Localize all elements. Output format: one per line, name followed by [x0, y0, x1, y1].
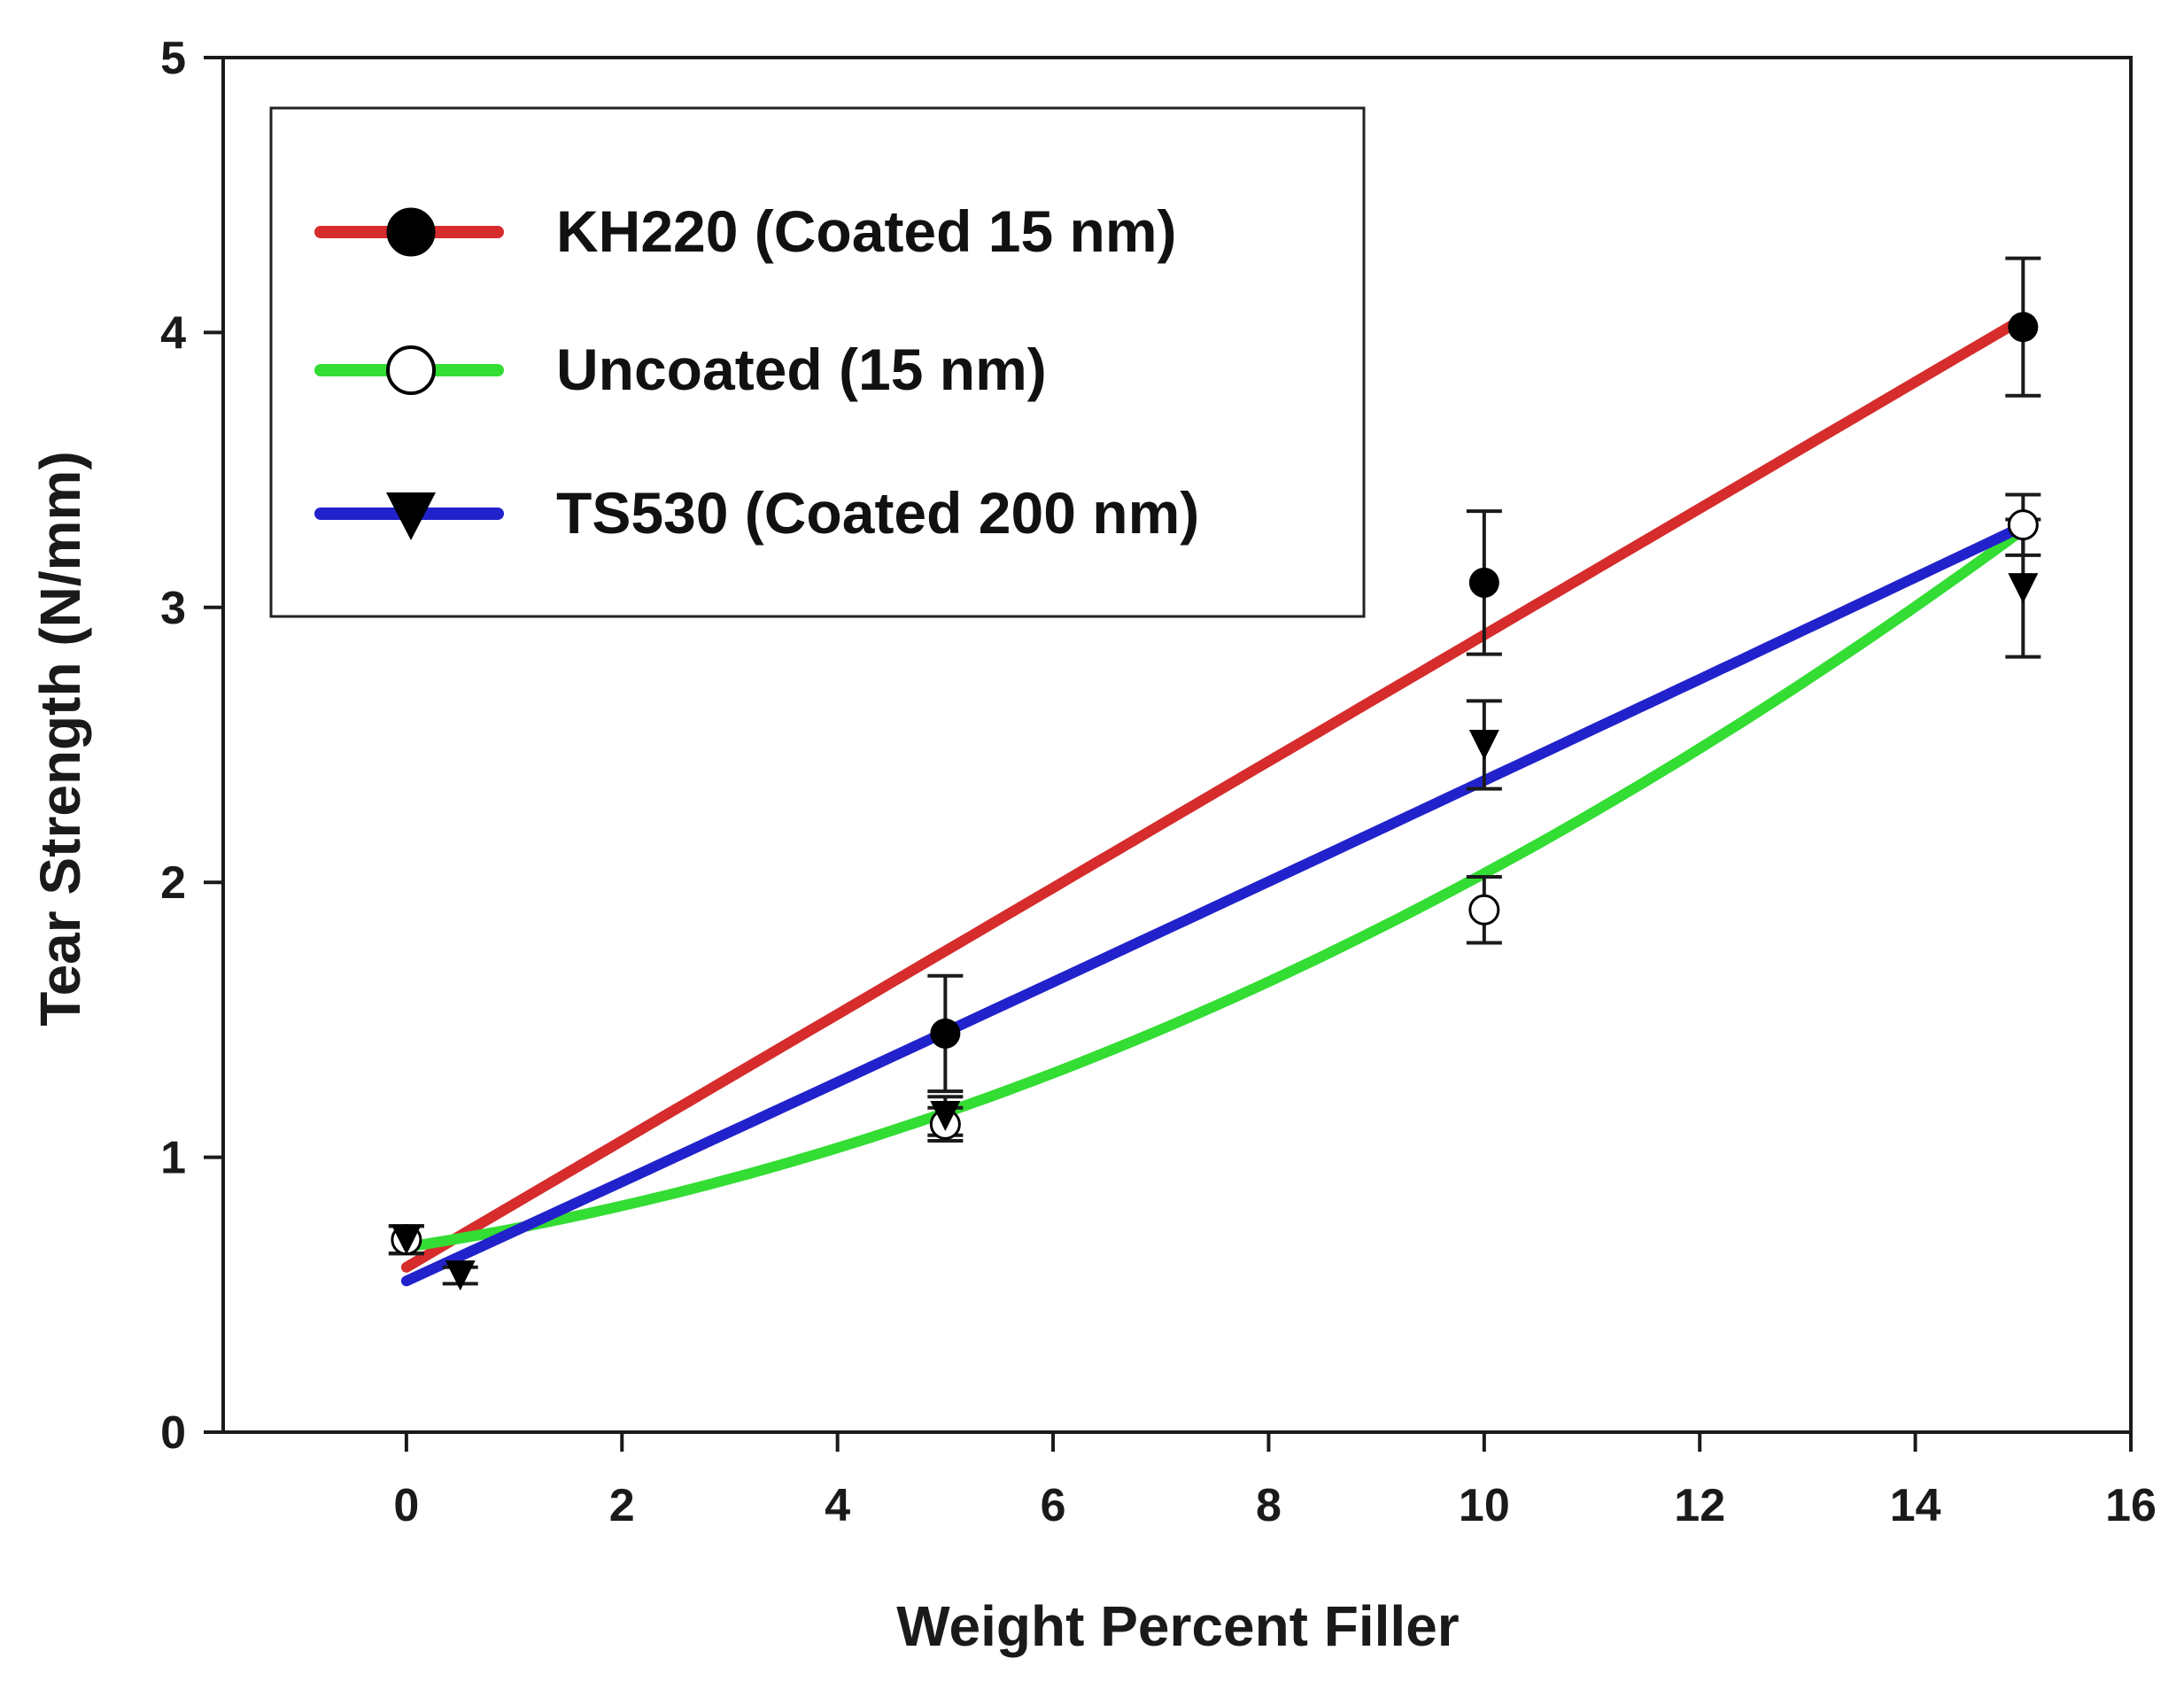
legend-marker-uncoated	[386, 345, 436, 395]
data-markers	[391, 312, 2039, 1291]
x-tick-label: 14	[1890, 1480, 1941, 1531]
y-tick-label: 2	[160, 857, 186, 909]
x-tick-label: 4	[825, 1480, 850, 1531]
x-tick-label: 6	[1041, 1480, 1066, 1531]
legend-label-kh220: KH220 (Coated 15 nm)	[556, 198, 1177, 264]
legend-label-ts530: TS530 (Coated 200 nm)	[556, 480, 1199, 546]
x-tick-label: 8	[1256, 1480, 1282, 1531]
legend-marker-ts530	[386, 492, 436, 540]
y-axis-title: Tear Strength (N/mm)	[28, 451, 92, 1027]
legend-box	[269, 106, 1366, 618]
data-point-kh220-coated-15-nm	[930, 1018, 961, 1049]
legend-marker-kh220	[386, 207, 436, 257]
plot-border	[221, 56, 2133, 1434]
x-tick-label: 16	[2105, 1480, 2157, 1531]
x-tick-label: 10	[1459, 1480, 1510, 1531]
x-axis-ticks: 0 2 4 6 8 10 12 14 16	[393, 1432, 2157, 1531]
y-tick-label: 4	[160, 307, 186, 359]
fit-lines	[400, 313, 2029, 1287]
y-tick-label: 1	[160, 1133, 186, 1184]
data-point-ts530-coated-200-nm	[1468, 730, 1499, 760]
data-point-kh220-coated-15-nm	[2008, 312, 2039, 343]
plot-frame	[221, 56, 2133, 1434]
legend: KH220 (Coated 15 nm) Uncoated (15 nm) TS…	[269, 106, 1366, 618]
legend-entry-uncoated: Uncoated (15 nm)	[314, 337, 1047, 402]
fit-line-ts530-coated-200-nm	[400, 521, 2029, 1287]
x-tick-label: 12	[1674, 1480, 1725, 1531]
fit-line-uncoated-15-nm	[400, 523, 2029, 1252]
data-point-ts530-coated-200-nm	[930, 1101, 961, 1132]
fit-line-kh220-coated-15-nm	[400, 313, 2029, 1273]
data-point-kh220-coated-15-nm	[1468, 567, 1499, 598]
data-point-uncoated-15-nm	[2007, 509, 2039, 541]
data-point-ts530-coated-200-nm	[2008, 573, 2039, 604]
legend-entry-ts530: TS530 (Coated 200 nm)	[314, 480, 1199, 546]
y-tick-label: 3	[160, 583, 186, 634]
data-point-ts530-coated-200-nm	[445, 1260, 476, 1291]
x-tick-label: 2	[609, 1480, 635, 1531]
data-point-uncoated-15-nm	[1468, 894, 1500, 926]
legend-entry-kh220: KH220 (Coated 15 nm)	[314, 198, 1177, 264]
y-tick-label: 5	[160, 33, 186, 84]
y-axis-ticks: 0 1 2 3 4 5	[160, 33, 223, 1459]
x-tick-label: 0	[393, 1480, 419, 1531]
y-tick-label: 0	[160, 1407, 186, 1459]
legend-label-uncoated: Uncoated (15 nm)	[556, 337, 1047, 402]
x-axis-title: Weight Percent Filler	[896, 1594, 1459, 1658]
data-point-ts530-coated-200-nm	[391, 1224, 422, 1255]
